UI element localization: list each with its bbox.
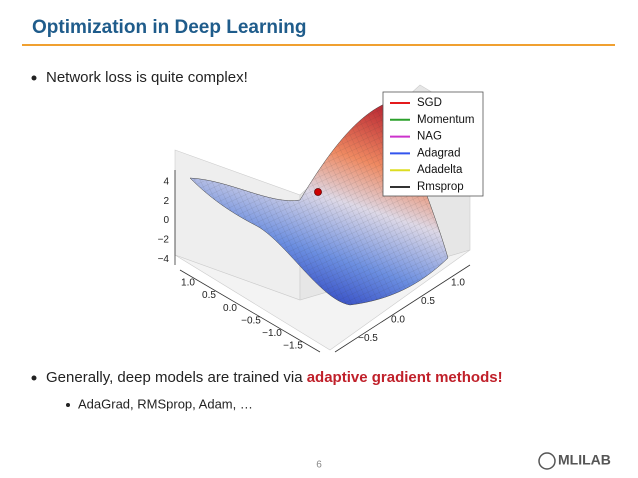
legend-label: SGD: [417, 97, 442, 109]
x-axis: [179, 269, 321, 353]
z-tick-label: 2: [163, 196, 169, 207]
y-axis: [334, 264, 471, 353]
legend-label: Momentum: [417, 114, 475, 126]
legend-label: NAG: [417, 131, 442, 143]
logo: MLILAB: [558, 452, 611, 468]
legend-label: Adadelta: [417, 164, 463, 176]
bullet-text: Generally, deep models are trained via: [46, 369, 307, 386]
bullet-text: Network loss is quite complex!: [46, 69, 248, 86]
logo-icon: [538, 452, 556, 470]
start-point: [314, 188, 322, 196]
y-tick-label: 1.0: [451, 278, 465, 289]
sub-bullet-dot: [66, 403, 70, 407]
x-tick-label: −0.5: [241, 315, 261, 326]
x-tick-label: 0.5: [202, 290, 216, 301]
sub-bullet-text: AdaGrad, RMSprop, Adam, …: [78, 396, 253, 411]
y-tick-label: 0.0: [391, 315, 405, 326]
bullet-dot: [31, 75, 37, 81]
page-number: 6: [316, 460, 322, 471]
y-tick-label: −0.5: [358, 333, 378, 344]
bullet-text: Generally, deep models are trained via a…: [46, 369, 503, 386]
bullet-highlight: adaptive gradient methods!: [307, 369, 503, 386]
slide-title: Optimization in Deep Learning: [32, 17, 306, 38]
z-tick-label: 0: [163, 215, 169, 226]
x-tick-label: 1.0: [181, 278, 195, 289]
x-tick-label: −1.0: [262, 328, 282, 339]
legend-box: [382, 91, 484, 197]
z-tick-label: 4: [163, 177, 169, 188]
x-tick-label: −1.5: [283, 341, 303, 352]
legend-label: Rmsprop: [417, 181, 464, 193]
legend-label: Adagrad: [417, 147, 460, 159]
z-tick-label: −4: [158, 254, 170, 265]
z-tick-label: −2: [158, 235, 170, 246]
y-tick-label: 0.5: [421, 296, 435, 307]
bullet-dot: [31, 375, 37, 381]
x-tick-label: 0.0: [223, 303, 237, 314]
